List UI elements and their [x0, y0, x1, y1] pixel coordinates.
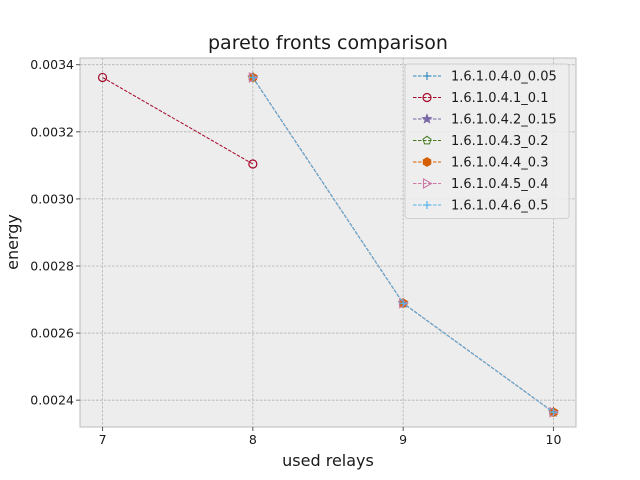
- data-point: [422, 157, 432, 167]
- data-point: [422, 178, 433, 189]
- x-tick-label: 10: [546, 432, 562, 447]
- y-tick-label: 0.0026: [30, 326, 74, 341]
- legend-label: 1.6.1.0.4.2_0.15: [451, 113, 557, 128]
- legend-entry: 1.6.1.0.4.3_0.2: [413, 134, 548, 149]
- legend-label: 1.6.1.0.4.3_0.2: [451, 134, 548, 149]
- y-tick-label: 0.0028: [30, 258, 74, 273]
- y-tick-label: 0.0034: [30, 57, 74, 72]
- data-point: [549, 408, 558, 417]
- chart-title: pareto fronts comparison: [208, 32, 448, 54]
- x-tick-label: 8: [249, 432, 257, 447]
- y-tick-label: 0.0032: [30, 124, 74, 139]
- x-tick-label: 9: [399, 432, 407, 447]
- legend-label: 1.6.1.0.4.6_0.5: [451, 199, 548, 214]
- legend-box: [404, 63, 570, 219]
- legend-label: 1.6.1.0.4.0_0.05: [451, 70, 557, 85]
- legend: 1.6.1.0.4.0_0.05 1.6.1.0.4.1_0.1 1.6.1.0.4…: [404, 63, 570, 219]
- data-point: [248, 73, 257, 82]
- data-point: [423, 201, 431, 209]
- x-ticks: 7 8 9 10: [99, 427, 562, 447]
- legend-entry: 1.6.1.0.4.4_0.3: [413, 156, 548, 171]
- legend-entry: 1.6.1.0.4.0_0.05: [413, 70, 557, 85]
- legend-entry: 1.6.1.0.4.2_0.15: [413, 113, 557, 128]
- data-point: [97, 72, 108, 83]
- legend-entry: 1.6.1.0.4.6_0.5: [413, 199, 548, 214]
- y-tick-label: 0.0024: [30, 393, 74, 408]
- x-axis-label: used relays: [282, 451, 374, 470]
- series-1: [97, 72, 258, 169]
- legend-label: 1.6.1.0.4.4_0.3: [451, 156, 548, 171]
- series-line: [102, 77, 254, 165]
- x-tick-label: 7: [99, 432, 107, 447]
- legend-entry: 1.6.1.0.4.5_0.4: [413, 177, 548, 192]
- data-point: [422, 92, 432, 103]
- legend-label: 1.6.1.0.4.5_0.4: [451, 177, 548, 192]
- legend-label: 1.6.1.0.4.1_0.1: [451, 91, 548, 106]
- y-axis-label: energy: [3, 214, 22, 270]
- y-ticks: 0.0024 0.0026 0.0028 0.0030 0.0032 0.0034: [30, 57, 80, 408]
- data-point: [421, 113, 433, 124]
- series-group: [97, 71, 560, 418]
- data-point: [423, 72, 431, 80]
- data-point: [399, 299, 408, 308]
- data-point: [248, 159, 258, 169]
- legend-entry: 1.6.1.0.4.1_0.1: [413, 91, 548, 106]
- series-6: [248, 73, 558, 417]
- y-tick-label: 0.0030: [30, 191, 74, 206]
- data-point: [422, 135, 432, 145]
